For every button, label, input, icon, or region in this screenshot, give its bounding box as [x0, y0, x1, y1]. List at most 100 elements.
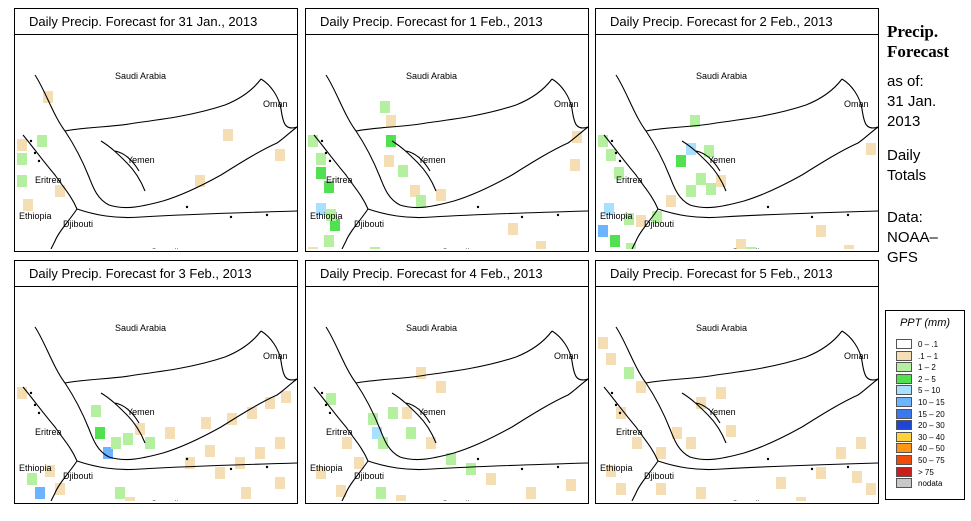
precip-cell	[816, 467, 826, 479]
country-label: Somalia	[442, 247, 475, 249]
precip-cell	[111, 437, 121, 449]
daily-label: Daily	[887, 147, 921, 164]
precip-cell	[316, 467, 326, 479]
as-of-label: as of:	[887, 73, 924, 90]
precip-map: Saudi Arabia Oman Yemen Eritrea Ethiopia Djib…	[15, 287, 297, 501]
legend-label: 40 – 50	[918, 444, 945, 454]
border-line	[657, 208, 878, 219]
precip-cell	[316, 167, 326, 179]
island-dot	[618, 159, 622, 163]
precip-cell	[55, 185, 65, 197]
precip-cell	[656, 447, 666, 459]
precip-map: Saudi Arabia Oman Yemen Eritrea Ethiopia Djib…	[306, 35, 588, 249]
precip-cell	[606, 353, 616, 365]
precip-cell	[27, 473, 37, 485]
border-line	[681, 392, 727, 444]
side-title: Precip. Forecast	[887, 22, 949, 62]
legend-swatch	[896, 362, 912, 373]
legend-label: .1 – 1	[918, 351, 939, 361]
precip-cell	[508, 223, 518, 235]
precip-cell	[706, 183, 716, 195]
forecast-panel-3: Daily Precip. Forecast for 2 Feb., 2013 …	[595, 8, 879, 252]
island-dot	[846, 213, 850, 217]
country-label: Ethiopia	[19, 211, 52, 221]
island-dot	[29, 391, 33, 395]
country-label: Ethiopia	[600, 211, 633, 221]
precip-cell	[185, 457, 195, 469]
precip-cell	[836, 447, 846, 459]
island-dot	[846, 465, 850, 469]
border-line	[64, 78, 262, 132]
island-dot	[476, 457, 480, 461]
precip-cell	[566, 479, 576, 491]
country-label: Somalia	[732, 499, 765, 501]
country-label: Somalia	[151, 499, 184, 501]
country-label: Eritrea	[35, 175, 62, 185]
border-line	[34, 326, 297, 461]
border-line	[313, 386, 369, 462]
legend-label: 20 – 30	[918, 421, 945, 431]
precip-cell	[215, 467, 225, 479]
precip-cell	[598, 337, 608, 349]
precip-cell	[55, 483, 65, 495]
legend-label: 30 – 40	[918, 432, 945, 442]
precip-cell	[336, 485, 346, 497]
legend-swatch	[896, 443, 912, 454]
precip-cell	[145, 437, 155, 449]
island-dot	[37, 159, 41, 163]
border-line	[76, 460, 297, 471]
island-dot	[810, 215, 814, 219]
legend-item: 20 – 30	[896, 420, 945, 431]
precip-cell	[275, 477, 285, 489]
precip-cell	[115, 487, 125, 499]
precip-cell	[656, 483, 666, 495]
precip-cell	[416, 367, 426, 379]
legend-item: 30 – 40	[896, 431, 945, 443]
precip-cell	[614, 167, 624, 179]
country-label: Djibouti	[63, 219, 93, 229]
forecast-panel-1: Daily Precip. Forecast for 31 Jan., 2013…	[14, 8, 298, 252]
as-of-year: 2013	[887, 113, 921, 130]
country-label: Oman	[263, 99, 288, 109]
precip-cell	[672, 427, 682, 439]
precip-cell	[856, 437, 866, 449]
precip-cell	[436, 189, 446, 201]
island-dot	[265, 465, 269, 469]
precip-cell	[123, 433, 133, 445]
border-line	[603, 134, 659, 210]
precip-cell	[378, 437, 388, 449]
country-label: Ethiopia	[310, 211, 343, 221]
island-dot	[610, 391, 614, 395]
precip-cell	[376, 487, 386, 499]
border-line	[551, 78, 588, 129]
border-line	[841, 78, 878, 129]
legend-item: 0 – .1	[896, 339, 938, 350]
precip-cell	[255, 447, 265, 459]
border-line	[313, 134, 369, 210]
legend-label: 50 – 75	[918, 456, 945, 465]
island-dot	[320, 139, 324, 143]
legend-swatch	[896, 397, 912, 407]
precip-cell	[844, 245, 854, 249]
country-label: Somalia	[151, 247, 184, 249]
legend-item: 50 – 75	[896, 455, 945, 466]
precip-cell	[610, 235, 620, 247]
precip-cell	[227, 413, 237, 425]
precip-cell	[604, 203, 614, 215]
precip-cell	[17, 153, 27, 165]
island-dot	[33, 151, 37, 155]
precip-cell	[386, 115, 396, 127]
island-dot	[618, 411, 622, 415]
border-line	[645, 330, 843, 384]
precip-cell	[866, 483, 876, 495]
panel-title: Daily Precip. Forecast for 5 Feb., 2013	[596, 261, 878, 287]
precip-cell	[135, 423, 145, 435]
precip-cell	[852, 471, 862, 483]
legend-label: 10 – 15	[918, 398, 945, 407]
border-line	[76, 208, 297, 219]
as-of-date: 31 Jan.	[887, 93, 937, 110]
legend-item: 15 – 20	[896, 408, 945, 420]
precip-cell	[436, 381, 446, 393]
precip-cell	[676, 155, 686, 167]
country-label: Ethiopia	[600, 463, 633, 473]
